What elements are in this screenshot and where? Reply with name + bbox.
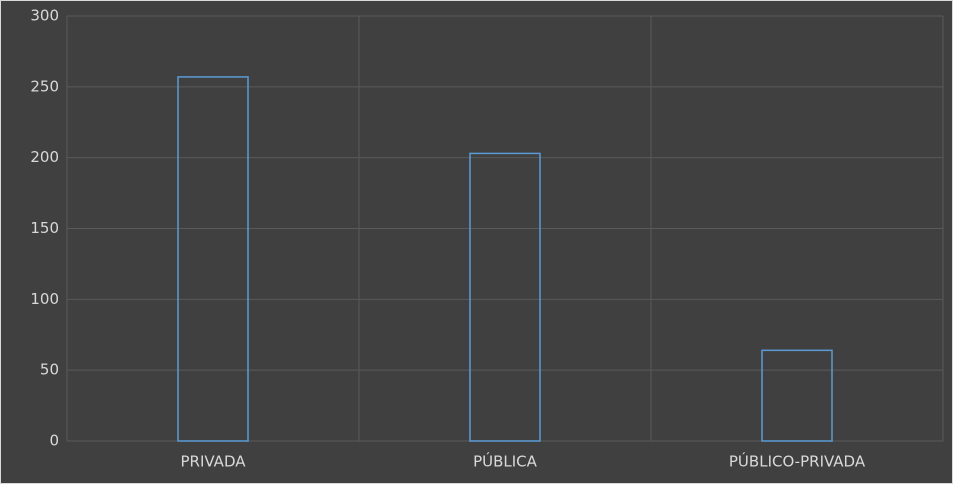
x-tick-label: PÚBLICA xyxy=(473,452,538,471)
bar xyxy=(177,76,249,442)
y-tick-label: 100 xyxy=(30,290,59,308)
y-tick-label: 0 xyxy=(49,432,59,450)
bar xyxy=(761,349,833,442)
y-tick-label: 250 xyxy=(30,77,59,95)
y-tick-label: 200 xyxy=(30,148,59,166)
x-tick-label: PÚBLICO-PRIVADA xyxy=(729,452,866,471)
x-tick-label: PRIVADA xyxy=(180,453,246,471)
y-tick-label: 50 xyxy=(40,361,59,379)
bar xyxy=(469,152,541,442)
y-tick-label: 150 xyxy=(30,219,59,237)
y-tick-label: 300 xyxy=(30,7,59,25)
